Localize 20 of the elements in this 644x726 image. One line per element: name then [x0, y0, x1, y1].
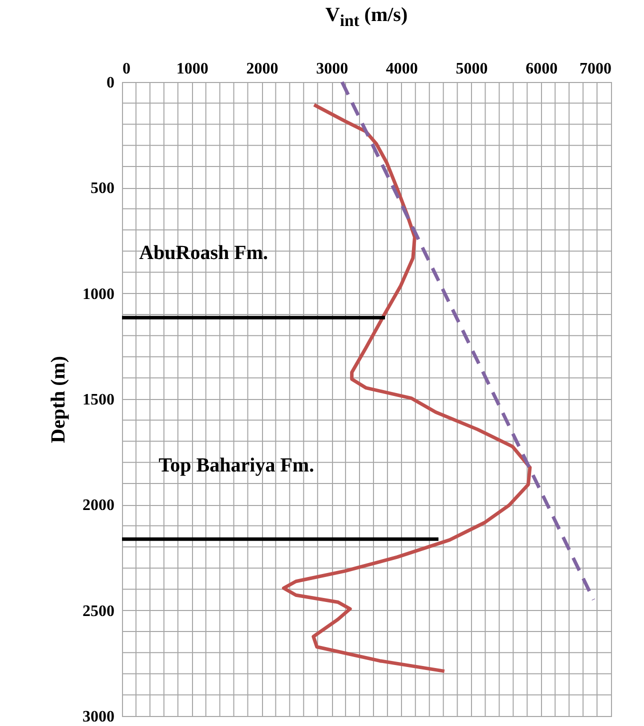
x-tick-label: 1000: [176, 60, 208, 78]
y-axis-title: Depth (m): [48, 356, 70, 444]
y-tick-label: 0: [106, 74, 114, 92]
y-tick-label: 2000: [82, 497, 114, 514]
y-tick-label: 3000: [82, 708, 114, 726]
line-series: [282, 103, 532, 673]
y-tick-label: 1500: [82, 392, 114, 408]
y-tick-label: 500: [90, 180, 114, 198]
annotation: Top Bahariya Fm.: [158, 454, 314, 477]
x-tick-label: 5000: [456, 60, 488, 78]
x-tick-label: 4000: [386, 60, 418, 78]
y-tick-label: 2500: [82, 602, 114, 620]
x-axis-title: V$_{int}$ (m/s): [324, 4, 409, 31]
x-tick-label: 0: [122, 60, 130, 78]
annotation: AbuRoash Fm.: [139, 242, 268, 264]
x-tick-label: 6000: [526, 60, 558, 78]
y-tick-label: 1000: [82, 286, 114, 303]
x-tick-label: 2000: [246, 60, 278, 78]
x-tick-label: 3000: [316, 60, 348, 78]
x-tick-label: 7000: [580, 60, 612, 78]
